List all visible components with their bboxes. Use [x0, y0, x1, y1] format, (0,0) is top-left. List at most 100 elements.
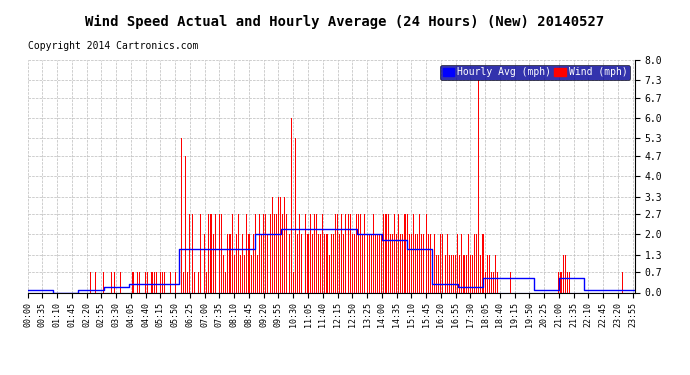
Bar [366, 234, 368, 292]
Bar [103, 272, 104, 292]
Text: Wind Speed Actual and Hourly Average (24 Hours) (New) 20140527: Wind Speed Actual and Hourly Average (24… [86, 15, 604, 29]
Bar [400, 234, 402, 292]
Bar [482, 234, 484, 292]
Bar [160, 272, 161, 292]
Bar [145, 272, 146, 292]
Bar [295, 138, 296, 292]
Bar [255, 214, 256, 292]
Bar [253, 234, 254, 292]
Bar [430, 234, 431, 292]
Bar [114, 272, 115, 292]
Bar [446, 234, 448, 292]
Bar [187, 272, 188, 292]
Bar [200, 214, 201, 292]
Bar [360, 214, 362, 292]
Bar [164, 272, 165, 292]
Bar [417, 234, 418, 292]
Bar [215, 214, 216, 292]
Bar [444, 255, 446, 292]
Bar [284, 196, 286, 292]
Bar [280, 196, 281, 292]
Bar [95, 272, 96, 292]
Bar [451, 255, 452, 292]
Bar [185, 156, 186, 292]
Bar [392, 234, 393, 292]
Bar [478, 80, 480, 292]
Bar [272, 196, 273, 292]
Bar [404, 214, 406, 292]
Bar [120, 272, 121, 292]
Bar [288, 234, 290, 292]
Bar [210, 214, 212, 292]
Bar [489, 255, 490, 292]
Bar [312, 234, 313, 292]
Bar [442, 234, 444, 292]
Bar [356, 214, 357, 292]
Bar [162, 272, 163, 292]
Bar [486, 255, 488, 292]
Bar [276, 214, 277, 292]
Bar [147, 272, 148, 292]
Bar [364, 214, 366, 292]
Bar [354, 234, 355, 292]
Bar [324, 234, 326, 292]
Bar [560, 272, 562, 292]
Bar [278, 196, 279, 292]
Bar [290, 118, 292, 292]
Bar [221, 214, 222, 292]
Bar [493, 272, 494, 292]
Bar [232, 214, 233, 292]
Bar [368, 234, 370, 292]
Bar [156, 272, 157, 292]
Bar [154, 272, 155, 292]
Bar [219, 214, 220, 292]
Bar [242, 234, 243, 292]
Bar [476, 234, 477, 292]
Bar [234, 255, 235, 292]
Bar [316, 214, 317, 292]
Bar [326, 234, 328, 292]
Bar [495, 255, 496, 292]
Bar [238, 214, 239, 292]
Bar [175, 272, 176, 292]
Bar [406, 214, 408, 292]
Bar [497, 272, 498, 292]
Bar [206, 272, 207, 292]
Bar [139, 272, 140, 292]
Bar [402, 234, 404, 292]
Bar [438, 255, 440, 292]
Bar [396, 234, 397, 292]
Bar [390, 234, 391, 292]
Bar [223, 255, 224, 292]
Bar [398, 214, 400, 292]
Bar [350, 214, 351, 292]
Bar [90, 272, 91, 292]
Bar [408, 234, 410, 292]
Bar [250, 255, 252, 292]
Bar [299, 214, 300, 292]
Bar [257, 255, 258, 292]
Bar [246, 214, 248, 292]
Bar [170, 272, 172, 292]
Bar [415, 234, 416, 292]
Bar [337, 214, 338, 292]
Bar [198, 272, 199, 292]
Bar [434, 234, 435, 292]
Bar [455, 255, 456, 292]
Bar [263, 214, 264, 292]
Bar [335, 214, 336, 292]
Bar [111, 272, 112, 292]
Bar [259, 214, 260, 292]
Bar [377, 234, 378, 292]
Bar [194, 272, 195, 292]
Bar [208, 214, 210, 292]
Bar [375, 234, 376, 292]
Bar [432, 255, 433, 292]
Bar [132, 272, 134, 292]
Bar [411, 234, 412, 292]
Bar [468, 234, 469, 292]
Bar [448, 255, 450, 292]
Bar [286, 214, 288, 292]
Bar [328, 255, 330, 292]
Bar [440, 234, 442, 292]
